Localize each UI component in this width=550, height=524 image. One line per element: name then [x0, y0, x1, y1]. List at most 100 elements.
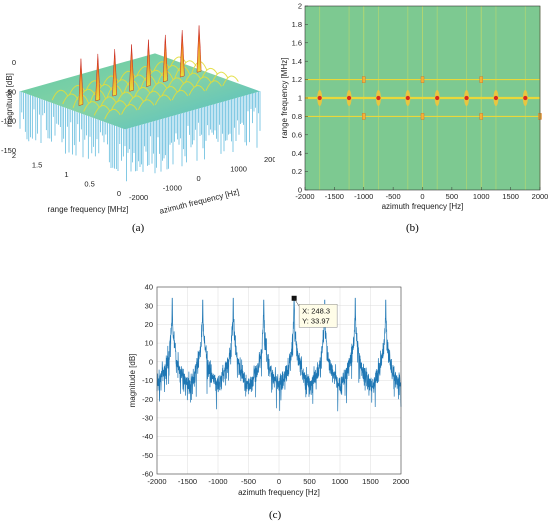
y-tick-label: 30 [145, 301, 153, 310]
y-tick-label: 1 [298, 94, 302, 103]
y-tick-label: 0 [117, 189, 121, 198]
surface-ridge [133, 86, 151, 98]
y-axis-label: magnitude [dB] [128, 354, 137, 408]
heatmap-peak [464, 95, 469, 101]
surface-ridge [150, 82, 168, 93]
x-tick-label: 2000 [393, 477, 410, 486]
z-tick-label: -150 [1, 146, 16, 155]
caption-b: (b) [406, 222, 419, 234]
surface-peak [78, 58, 84, 106]
x-tick-label: -500 [241, 477, 256, 486]
y-tick-label: 1.6 [292, 38, 302, 47]
y-tick-label: 0.4 [292, 149, 302, 158]
surface-ridge [222, 75, 239, 87]
surface-ridge [127, 95, 144, 107]
x-tick-label: -1000 [208, 477, 227, 486]
surface-plot-a: 0 -50 -100 -150 0 0.5 1 1.5 2 -2000 -1000 0 1000 2000… [1, 25, 275, 216]
surface-ridge [154, 94, 172, 106]
x-tick-label: -1000 [354, 192, 373, 201]
y-tick-label: 0 [298, 186, 302, 195]
x-tick-label: 2000 [264, 155, 275, 164]
z-axis-label: magnitude [dB] [5, 73, 14, 127]
y-tick-label: 1.5 [32, 161, 42, 170]
x-tick-label: 2000 [532, 192, 549, 201]
surface-ridge [62, 93, 79, 105]
surface-peak [196, 25, 202, 73]
heatmap-side-peak [479, 76, 483, 83]
datatip-box [298, 304, 338, 328]
heatmap-side-peak [362, 113, 366, 120]
line-plot-c: -2000 -1500 -1000 -500 0 500 1000 1500 200040302… [128, 283, 410, 497]
y-tick-label: -20 [142, 395, 153, 404]
surface-ridge [171, 89, 189, 101]
x-tick-label: 500 [303, 477, 316, 486]
surface-ridge [194, 76, 212, 88]
x-tick-label: 0 [197, 174, 201, 183]
y-tick-label: 1.8 [292, 20, 302, 29]
heatmap-peak [346, 95, 352, 101]
heatmap-plot-b: -2000 -1500 -1000 -500 0 500 1000 1500 2000 0 0.2 0… [280, 2, 549, 211]
x-tick-label: 1500 [502, 192, 519, 201]
surface-ridge [136, 66, 153, 77]
z-tick-label: -50 [5, 87, 16, 96]
surface-ridge [211, 71, 229, 83]
heatmap-peak [317, 95, 322, 101]
surface-peak [163, 34, 168, 83]
surface-ridge [110, 100, 128, 111]
x-tick-label: -1000 [163, 184, 182, 193]
surface-ridge [116, 91, 134, 103]
plot-frame [156, 286, 402, 475]
surface-ridge [178, 81, 195, 92]
surface-ridge [205, 80, 222, 91]
x-tick-label: 1000 [230, 165, 247, 174]
y-tick-label: -40 [142, 432, 153, 441]
x-axis-label: azimuth frequency [Hz] [382, 202, 464, 211]
x-tick-label: -2000 [295, 192, 314, 201]
surface-peak [146, 39, 151, 87]
x-tick-label: -1500 [178, 477, 197, 486]
surface-ridge [152, 61, 170, 72]
y-tick-label: -30 [142, 414, 153, 423]
z-tick-label: -100 [1, 117, 16, 126]
x-tick-label: 0 [277, 477, 281, 486]
caption-c: (c) [269, 509, 282, 521]
heatmap-peak [493, 95, 499, 101]
heatmap-peak [523, 95, 528, 101]
surface-ridge [184, 72, 201, 84]
y-tick-label: 40 [145, 283, 153, 292]
surface-ridge [85, 80, 102, 91]
z-tick-label: 0 [12, 58, 16, 67]
surface-ridge [161, 86, 178, 97]
heatmap-side-peak [420, 76, 425, 83]
y-axis-label: range frequency [MHz] [280, 58, 289, 139]
surface-peak [95, 53, 101, 102]
surface-ridge [137, 99, 155, 110]
x-tick-label: -2000 [147, 477, 166, 486]
surface-ridge [104, 108, 121, 120]
surface-ridge [144, 90, 161, 102]
datatip-marker [291, 295, 297, 301]
y-tick-label: 0.6 [292, 130, 302, 139]
x-tick-label: 1000 [473, 192, 490, 201]
surface-floor [20, 53, 260, 130]
datatip-x-label: X: 248.3 [302, 306, 330, 315]
y-tick-label: 0.5 [84, 180, 94, 189]
surface-ridge [201, 67, 218, 79]
surface-peak [179, 30, 185, 78]
datatip-pointer [293, 298, 300, 307]
x-tick-label: 1500 [362, 477, 379, 486]
heatmap-peak [376, 95, 381, 101]
surface-peak [129, 44, 134, 92]
heatmap-peak [405, 95, 410, 101]
surface-peak [112, 49, 117, 97]
x-axis-label: azimuth frequency [Hz] [238, 488, 320, 497]
x-tick-label: -1500 [325, 192, 344, 201]
surface-ridge [167, 77, 185, 89]
heatmap-side-peak [362, 76, 366, 83]
surface-ridge [169, 56, 187, 68]
heatmap-peak [435, 95, 440, 101]
surface-ridge [83, 101, 100, 112]
y-tick-label: 2 [12, 151, 16, 160]
y-tick-label: -60 [142, 470, 153, 479]
surface-noise-fringe [19, 91, 261, 182]
